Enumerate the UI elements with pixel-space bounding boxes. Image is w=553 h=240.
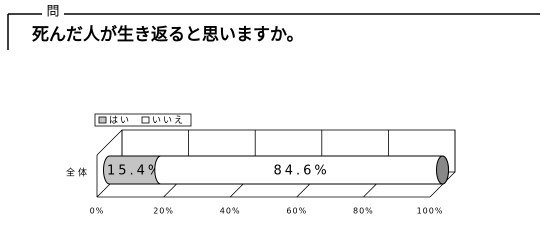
legend-label: いいえ — [152, 115, 185, 126]
legend-swatch — [98, 116, 107, 124]
question-frame: 問 死んだ人が生き返ると思いますか。 — [7, 5, 540, 50]
left-wall — [96, 129, 123, 156]
category-label: 全体 — [66, 167, 90, 179]
x-tick-label: 20% — [153, 207, 174, 216]
data-label: 84.6% — [273, 164, 329, 179]
x-tick-label: 0% — [90, 207, 105, 216]
question-label: 問 — [46, 5, 59, 20]
x-tick-label: 40% — [220, 207, 241, 216]
question-text: 死んだ人が生き返ると思いますか。 — [32, 24, 304, 45]
data-label: 15.4% — [107, 164, 163, 179]
x-tick-label: 60% — [286, 207, 307, 216]
legend-label: はい — [109, 115, 131, 126]
legend-swatch — [141, 116, 150, 124]
x-tick-label: 80% — [353, 207, 374, 216]
page: 問 死んだ人が生き返ると思いますか。 0% 20% 40% 60% 80% 100% はい い… — [7, 5, 540, 216]
x-tick-label: 100% — [417, 207, 444, 216]
bar-cap — [436, 155, 449, 185]
